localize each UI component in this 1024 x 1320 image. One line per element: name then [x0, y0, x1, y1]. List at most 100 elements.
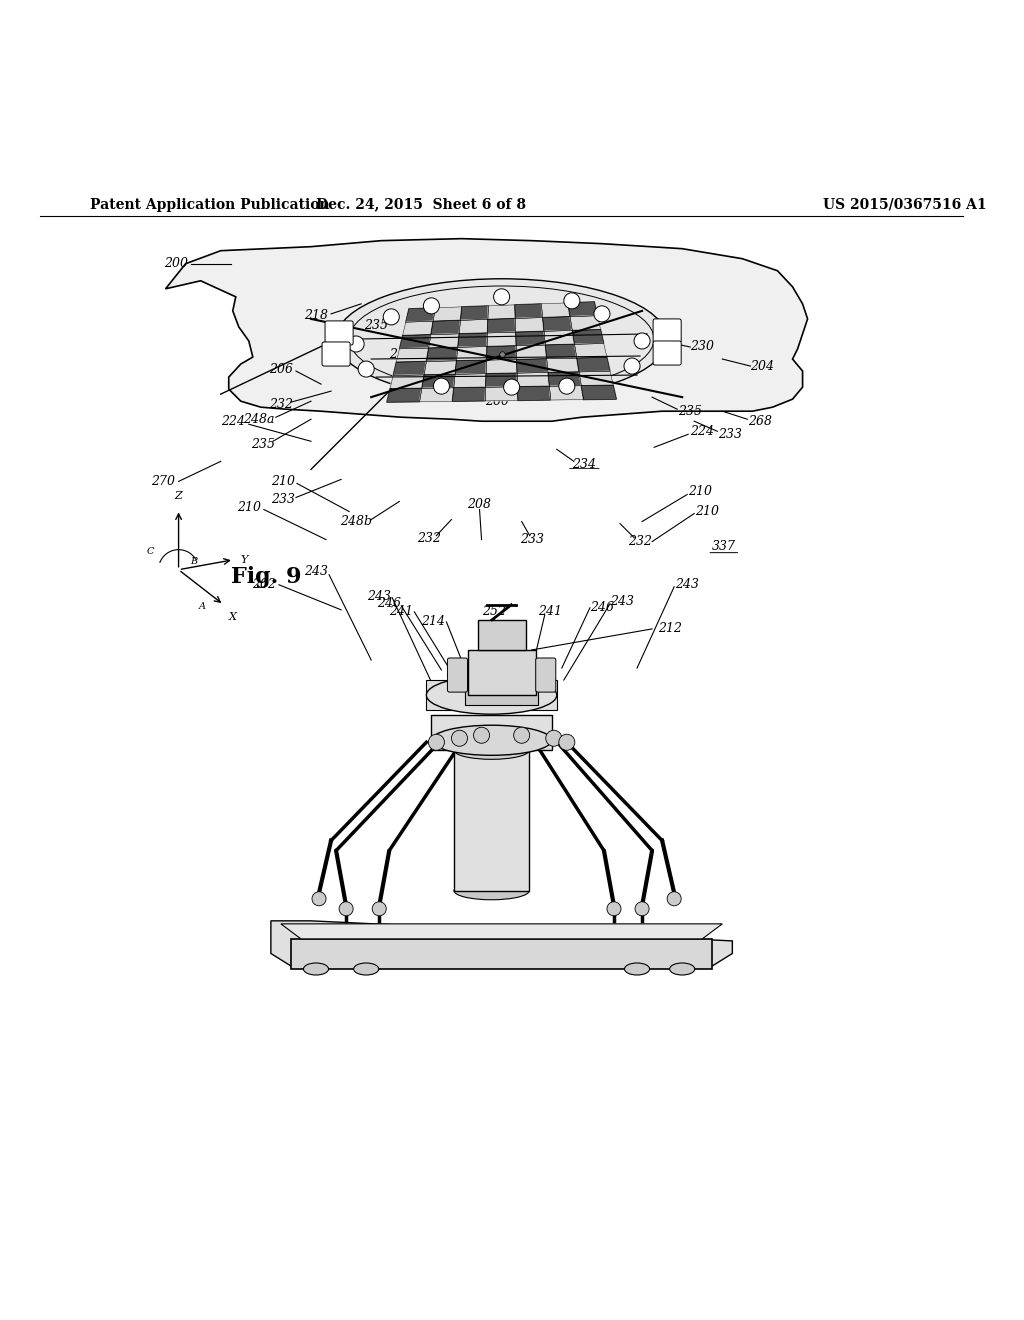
Polygon shape [458, 333, 487, 347]
FancyBboxPatch shape [291, 939, 713, 969]
Circle shape [504, 379, 519, 395]
Polygon shape [396, 348, 429, 362]
Text: 246: 246 [590, 602, 614, 614]
Text: 241: 241 [538, 606, 562, 618]
Text: 232: 232 [269, 397, 293, 411]
Circle shape [428, 734, 444, 750]
Polygon shape [459, 319, 487, 334]
Circle shape [559, 378, 574, 395]
Circle shape [546, 730, 562, 746]
Text: 243: 243 [610, 595, 634, 609]
Circle shape [494, 289, 510, 305]
Text: 241: 241 [389, 606, 414, 618]
Text: 270: 270 [152, 475, 175, 488]
Text: 268: 268 [749, 414, 772, 428]
Polygon shape [433, 306, 462, 321]
Polygon shape [550, 385, 584, 400]
Text: 208: 208 [468, 498, 492, 511]
FancyBboxPatch shape [322, 342, 350, 366]
Text: 234: 234 [571, 458, 596, 471]
FancyBboxPatch shape [454, 750, 529, 891]
Polygon shape [582, 385, 616, 400]
Polygon shape [517, 387, 551, 400]
Polygon shape [515, 304, 543, 318]
FancyBboxPatch shape [536, 657, 556, 692]
Polygon shape [516, 331, 546, 346]
Ellipse shape [454, 742, 529, 759]
Circle shape [564, 293, 580, 309]
Polygon shape [580, 371, 613, 385]
Polygon shape [393, 362, 426, 375]
Text: 224: 224 [690, 425, 715, 438]
Text: 210: 210 [695, 506, 719, 517]
Text: 206: 206 [269, 363, 293, 376]
Text: 261: 261 [492, 380, 516, 392]
Circle shape [433, 378, 450, 395]
Polygon shape [486, 346, 517, 360]
Text: 204: 204 [751, 359, 774, 372]
Text: 232: 232 [628, 535, 652, 548]
Polygon shape [574, 343, 607, 358]
Polygon shape [281, 924, 722, 939]
Text: Dec. 24, 2015  Sheet 6 of 8: Dec. 24, 2015 Sheet 6 of 8 [316, 198, 526, 211]
Polygon shape [546, 345, 577, 359]
Circle shape [358, 362, 374, 378]
Polygon shape [455, 360, 486, 375]
Ellipse shape [303, 964, 329, 975]
Text: 243: 243 [675, 578, 699, 591]
Text: 248b: 248b [340, 515, 372, 528]
Polygon shape [390, 375, 424, 389]
Polygon shape [547, 358, 580, 372]
Circle shape [607, 902, 621, 916]
Ellipse shape [670, 964, 694, 975]
Polygon shape [516, 345, 547, 359]
Polygon shape [402, 321, 433, 335]
Polygon shape [461, 306, 488, 321]
Polygon shape [542, 302, 570, 318]
Polygon shape [387, 388, 422, 403]
FancyBboxPatch shape [653, 341, 681, 366]
Circle shape [668, 892, 681, 906]
Text: 337: 337 [713, 540, 736, 553]
Polygon shape [577, 358, 610, 372]
Text: Y: Y [241, 554, 248, 565]
Circle shape [452, 730, 468, 746]
Polygon shape [453, 387, 485, 401]
Ellipse shape [625, 964, 649, 975]
Polygon shape [515, 318, 544, 333]
Polygon shape [572, 330, 604, 345]
FancyBboxPatch shape [466, 688, 538, 705]
Circle shape [559, 734, 574, 750]
Circle shape [339, 902, 353, 916]
Text: 243: 243 [368, 590, 391, 603]
Text: 235: 235 [251, 438, 274, 451]
Polygon shape [485, 374, 517, 387]
Polygon shape [406, 308, 435, 322]
Text: 243: 243 [304, 565, 328, 578]
Text: 233: 233 [389, 347, 414, 360]
Ellipse shape [426, 676, 557, 714]
FancyBboxPatch shape [653, 319, 681, 343]
FancyBboxPatch shape [325, 321, 353, 345]
Text: 230: 230 [690, 341, 715, 354]
Circle shape [473, 727, 489, 743]
Text: 212: 212 [658, 623, 682, 635]
Polygon shape [487, 305, 515, 319]
Text: 226: 226 [545, 330, 568, 342]
FancyBboxPatch shape [477, 620, 525, 649]
Polygon shape [543, 317, 572, 331]
Text: 235: 235 [678, 405, 702, 417]
Polygon shape [487, 333, 516, 347]
Text: 218: 218 [304, 309, 328, 322]
FancyBboxPatch shape [431, 715, 552, 750]
Ellipse shape [454, 882, 529, 900]
Polygon shape [487, 318, 516, 333]
Text: 224: 224 [221, 414, 245, 428]
Text: X: X [228, 612, 237, 622]
Polygon shape [420, 388, 454, 401]
Text: 260: 260 [484, 395, 509, 408]
Text: Fig. 9: Fig. 9 [230, 566, 301, 587]
FancyBboxPatch shape [426, 680, 557, 710]
Circle shape [624, 358, 640, 374]
Polygon shape [424, 360, 457, 375]
